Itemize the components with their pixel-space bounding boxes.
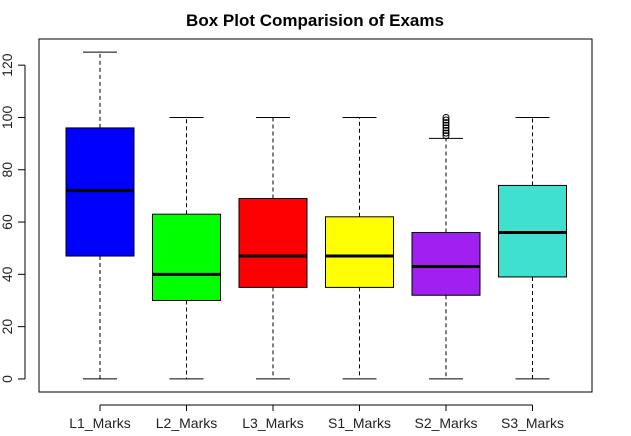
x-tick-label: L2_Marks — [156, 415, 217, 431]
box-S1_Marks — [325, 116, 394, 380]
outlier-point — [442, 119, 450, 127]
iqr-box — [411, 231, 481, 296]
y-tick-label: 100 — [0, 106, 15, 130]
y-tick-label: 120 — [0, 53, 15, 77]
chart-title: Box Plot Comparision of Exams — [186, 11, 444, 30]
y-tick-label: 40 — [0, 266, 15, 282]
outlier-point — [442, 127, 450, 135]
box-L2_Marks — [152, 116, 221, 380]
x-tick-label: L3_Marks — [242, 415, 303, 431]
outlier-point — [442, 121, 450, 129]
x-axis: L1_Marks L2_Marks L3_Marks S1_Marks S2_Marks… — [69, 404, 564, 431]
box-group — [65, 51, 567, 380]
outlier-point — [442, 132, 450, 140]
plot-frame — [38, 38, 593, 393]
outlier-point — [442, 124, 450, 132]
iqr-box — [152, 213, 221, 301]
y-axis: 0 20 40 60 80 100 120 — [0, 53, 26, 383]
outlier-point — [442, 116, 450, 124]
x-tick-label: L1_Marks — [69, 415, 130, 431]
outlier-point — [442, 113, 450, 121]
box-S2_Marks — [411, 113, 481, 380]
y-tick-label: 0 — [0, 375, 15, 383]
iqr-box — [325, 216, 394, 288]
y-tick-label: 60 — [0, 214, 15, 230]
box-L3_Marks — [238, 116, 308, 380]
x-tick-label: S1_Marks — [328, 415, 391, 431]
box-S3_Marks — [498, 116, 567, 380]
y-tick-label: 80 — [0, 162, 15, 178]
iqr-box — [238, 198, 308, 288]
box-L1_Marks — [65, 51, 135, 380]
x-tick-label: S3_Marks — [501, 415, 564, 431]
x-tick-label: S2_Marks — [414, 415, 477, 431]
y-tick-label: 20 — [0, 319, 15, 335]
outlier-point — [442, 129, 450, 137]
